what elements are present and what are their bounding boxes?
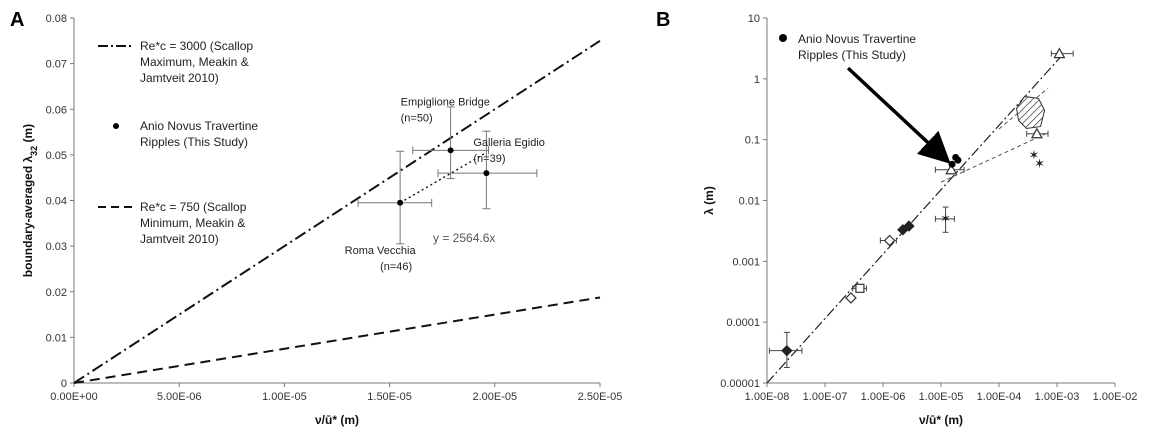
point-label-empiglione-n: (n=50)	[401, 112, 433, 124]
point-label-roma-vecchia-n: (n=46)	[380, 261, 412, 273]
panel-b-legend: Anio Novus Travertine Ripples (This Study…	[779, 32, 916, 62]
y-tick-label: 0.04	[46, 196, 67, 208]
data-point-open-diamond	[845, 292, 857, 304]
x-tick-label: 1.00E-08	[745, 391, 790, 403]
dotted-series-line	[399, 151, 487, 204]
y-tick-label: 0.0001	[726, 317, 760, 329]
y-tick-label: 1	[754, 74, 760, 86]
x-tick-label: 1.00E-02	[1093, 391, 1138, 403]
y-label-main: boundary-averaged λ	[21, 155, 35, 277]
legend-entry-text: Jamtveit 2010)	[140, 71, 219, 85]
data-region-hatched	[1016, 95, 1046, 129]
data-point-open-square	[855, 283, 865, 293]
data-point	[483, 170, 490, 177]
panel-b-lines	[766, 53, 1065, 384]
legend-swatch-marker	[779, 34, 787, 42]
legend-entry-text: Re*c = 750 (Scallop	[140, 200, 247, 214]
panel-b-axes	[766, 18, 1115, 384]
legend-entry-text: Minimum, Meakin &	[140, 216, 245, 230]
panel-a-trend-equation: y = 2564.6x	[433, 231, 495, 245]
panel-b-x-axis-label: ν/ū* (m)	[919, 413, 963, 427]
data-point-star: ✶	[1028, 147, 1039, 162]
x-tick-label: 1.00E-03	[1035, 391, 1080, 403]
panel-a-series	[73, 39, 601, 384]
x-tick-label: 1.00E-05	[262, 391, 307, 403]
y-tick-label: 0.01	[739, 196, 760, 208]
panel-b-y-axis-label: λ (m)	[702, 186, 716, 215]
x-tick-label: 1.00E-05	[919, 391, 964, 403]
panel-a-point-labels: Roma Vecchia (n=46) Empiglione Bridge (n=50…	[345, 96, 545, 272]
legend-entry-text: Maximum, Meakin &	[140, 55, 249, 69]
annotation-arrow	[846, 66, 951, 164]
x-tick-label: 0.00E+00	[50, 391, 97, 403]
panel-a-legend: Re*c = 3000 (Scallop Maximum, Meakin & Jam…	[98, 39, 258, 246]
y-label-subscript: 32	[29, 146, 39, 156]
x-tick-label: 2.00E-05	[472, 391, 517, 403]
data-point-open-triangle	[945, 163, 958, 175]
y-tick-label: 10	[748, 13, 760, 25]
panel-a-letter: A	[10, 9, 24, 31]
point-label-galleria: Galleria Egidio	[473, 137, 545, 149]
y-tick-label: 0.01	[46, 332, 67, 344]
panel-a-points	[357, 106, 538, 245]
x-tick-label: 1.00E-04	[977, 391, 1022, 403]
data-point-star: ✶	[1034, 156, 1045, 171]
data-point-filled-diamond	[903, 220, 915, 232]
y-label-units: (m)	[21, 124, 35, 146]
legend-entry-text: Jamtveit 2010)	[140, 232, 219, 246]
dashed-series-line	[73, 296, 601, 384]
x-tick-label: 5.00E-06	[157, 391, 202, 403]
connector-line	[940, 132, 1049, 183]
point-label-galleria-n: (n=39)	[473, 153, 505, 165]
y-tick-label: 0.07	[46, 59, 67, 71]
y-tick-label: 0.03	[46, 241, 67, 253]
panel-b-letter: B	[656, 9, 670, 31]
data-point-filled-diamond	[781, 344, 793, 357]
data-point-open-diamond	[883, 234, 896, 247]
data-point	[447, 147, 454, 154]
x-tick-label: 1.00E-07	[803, 391, 848, 403]
point-label-empiglione: Empiglione Bridge	[401, 96, 490, 108]
legend-entry-text: Re*c = 3000 (Scallop	[140, 39, 253, 53]
legend-entry-text: Ripples (This Study)	[798, 48, 906, 62]
trend-line	[766, 53, 1065, 384]
y-tick-label: 0	[61, 378, 67, 390]
legend-swatch-marker	[113, 123, 119, 129]
panel-b-y-ticks: 0.00001 0.0001 0.001 0.01 0.1 1 10	[720, 13, 767, 390]
y-tick-label: 0.001	[732, 256, 760, 268]
legend-entry-text: Anio Novus Travertine	[798, 32, 916, 46]
panel-b-points: ✶✶✶	[768, 47, 1074, 368]
x-tick-label: 1.00E-06	[861, 391, 906, 403]
y-tick-label: 0.08	[46, 13, 67, 25]
y-tick-label: 0.05	[46, 150, 67, 162]
y-tick-label: 0.06	[46, 104, 67, 116]
legend-entry-text: Ripples (This Study)	[140, 135, 248, 149]
panel-a-x-ticks: 0.00E+00 5.00E-06 1.00E-05 1.50E-05 2.00E-05…	[50, 383, 622, 403]
panel-a-y-ticks: 0 0.01 0.02 0.03 0.04 0.05 0.06 0.07 0.08	[46, 13, 74, 390]
panel-a-x-axis-label: ν/ū* (m)	[315, 413, 359, 427]
panel-b-x-ticks: 1.00E-08 1.00E-07 1.00E-06 1.00E-05 1.00E-04…	[745, 383, 1138, 403]
panel-a-y-axis-label: boundary-averaged λ32 (m)	[21, 124, 39, 277]
y-tick-label: 0.00001	[720, 378, 760, 390]
dash-dot-series-line	[73, 39, 601, 384]
point-label-roma-vecchia: Roma Vecchia	[345, 245, 417, 257]
y-tick-label: 0.02	[46, 287, 67, 299]
chart-panel-a: A ν/ū* (m) boundary-averaged λ32 (m) 0.0…	[10, 9, 622, 427]
data-point-open-triangle	[1053, 47, 1066, 59]
y-tick-label: 0.1	[745, 135, 760, 147]
chart-panel-b: B ν/ū* (m) λ (m) 1.00E-08 1.00E-07 1.00E-0…	[656, 9, 1137, 427]
legend-entry-text: Anio Novus Travertine	[140, 119, 258, 133]
data-point-star: ✶	[940, 211, 951, 226]
data-point	[397, 199, 404, 206]
data-point-filled-circle	[954, 156, 962, 164]
data-point-open-triangle	[1030, 127, 1043, 139]
data-point-filled-circle	[948, 160, 956, 168]
x-tick-label: 2.50E-05	[578, 391, 623, 403]
x-tick-label: 1.50E-05	[367, 391, 412, 403]
